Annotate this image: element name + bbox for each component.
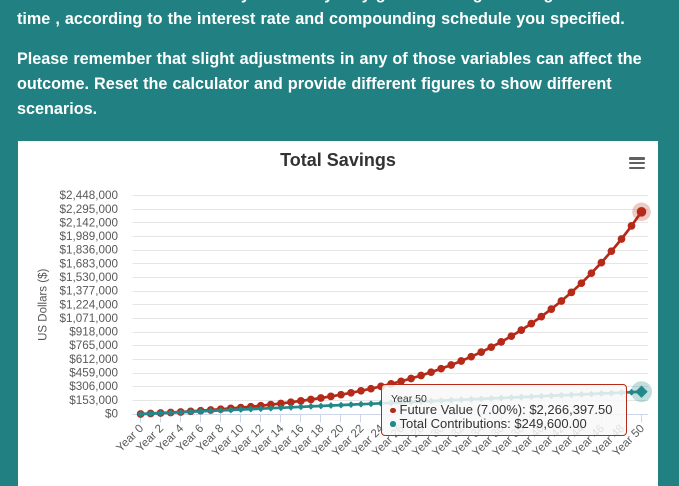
svg-text:$1,683,000: $1,683,000 <box>60 257 119 270</box>
svg-text:$1,530,000: $1,530,000 <box>60 271 119 284</box>
svg-text:$1,989,000: $1,989,000 <box>60 230 119 243</box>
svg-text:$0: $0 <box>105 408 119 421</box>
svg-text:$765,000: $765,000 <box>69 339 118 352</box>
svg-text:$1,071,000: $1,071,000 <box>60 312 119 325</box>
svg-text:$2,295,000: $2,295,000 <box>60 203 119 216</box>
svg-text:$1,836,000: $1,836,000 <box>60 244 119 257</box>
svg-text:US Dollars ($): US Dollars ($) <box>38 269 50 341</box>
svg-text:$918,000: $918,000 <box>69 326 118 339</box>
svg-text:$306,000: $306,000 <box>69 380 118 393</box>
svg-text:$612,000: $612,000 <box>69 353 118 366</box>
svg-text:$459,000: $459,000 <box>69 367 118 380</box>
svg-text:$153,000: $153,000 <box>69 394 118 407</box>
svg-text:$2,142,000: $2,142,000 <box>60 216 119 229</box>
svg-text:$2,448,000: $2,448,000 <box>60 189 119 202</box>
svg-text:$1,377,000: $1,377,000 <box>60 285 119 298</box>
svg-text:$1,224,000: $1,224,000 <box>60 298 119 311</box>
